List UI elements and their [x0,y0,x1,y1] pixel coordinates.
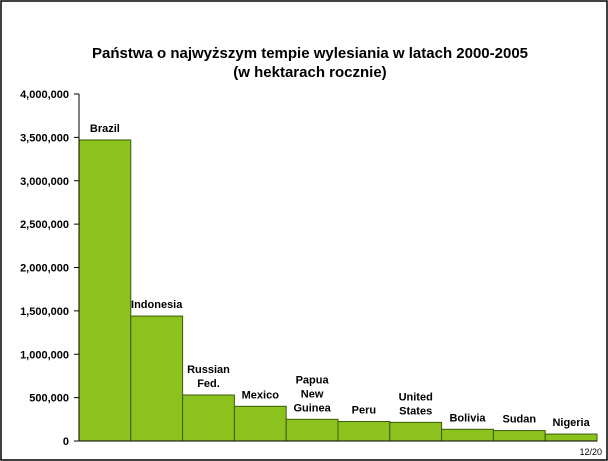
bar-label-line: Brazil [90,123,120,135]
bar [182,394,235,442]
bar-label-line: Nigeria [552,417,590,429]
bar-label-line: States [399,405,432,417]
bar-label: Mexico [242,389,280,401]
y-tick-label: 4,000,000 [20,89,69,101]
bar-label: Papua New Guinea [293,374,331,414]
y-tick-label: 1,000,000 [20,349,69,361]
y-tick-label: 500,000 [29,393,69,405]
bar-label-line: Indonesia [131,299,183,311]
bar [233,405,287,442]
bar-label: Nigeria [552,417,590,429]
bar-label: Russian Fed. [187,364,230,390]
chart-title: Państwa o najwyższym tempie wylesiania w… [92,45,528,62]
bar [389,421,443,442]
bar-label-line: Peru [352,404,376,416]
bar-label: Indonesia [131,299,183,311]
bar [337,420,391,442]
bar-label: United States [399,391,433,417]
bar-label: Brazil [90,123,120,135]
bar-label: Sudan [502,414,536,426]
bar [285,418,339,442]
bar-label-line: Papua [296,374,330,386]
bar [441,428,494,442]
bar [492,430,546,442]
bar-label-line: Bolivia [449,412,486,424]
y-tick-label: 1,500,000 [20,306,69,318]
bar-label-line: United [399,391,433,403]
y-tick-label: 3,000,000 [20,176,69,188]
bar-label-line: New [301,388,324,400]
bar [544,433,598,442]
y-tick-label: 0 [63,436,69,448]
chart-subtitle: (w hektarach rocznie) [233,64,386,81]
bar-label: Peru [352,404,376,416]
page-number: 12/20 [579,447,602,457]
bar-label-line: Mexico [242,389,280,401]
bar-label-line: Guinea [293,402,331,414]
bar-label-line: Fed. [197,378,220,390]
bar [130,315,184,442]
bar [78,139,132,442]
y-tick-label: 2,000,000 [20,263,69,275]
y-tick-label: 2,500,000 [20,219,69,231]
bar-label-line: Russian [187,364,230,376]
y-tick-label: 3,500,000 [20,132,69,144]
bar-label-line: Sudan [502,414,536,426]
bar-label: Bolivia [449,412,486,424]
